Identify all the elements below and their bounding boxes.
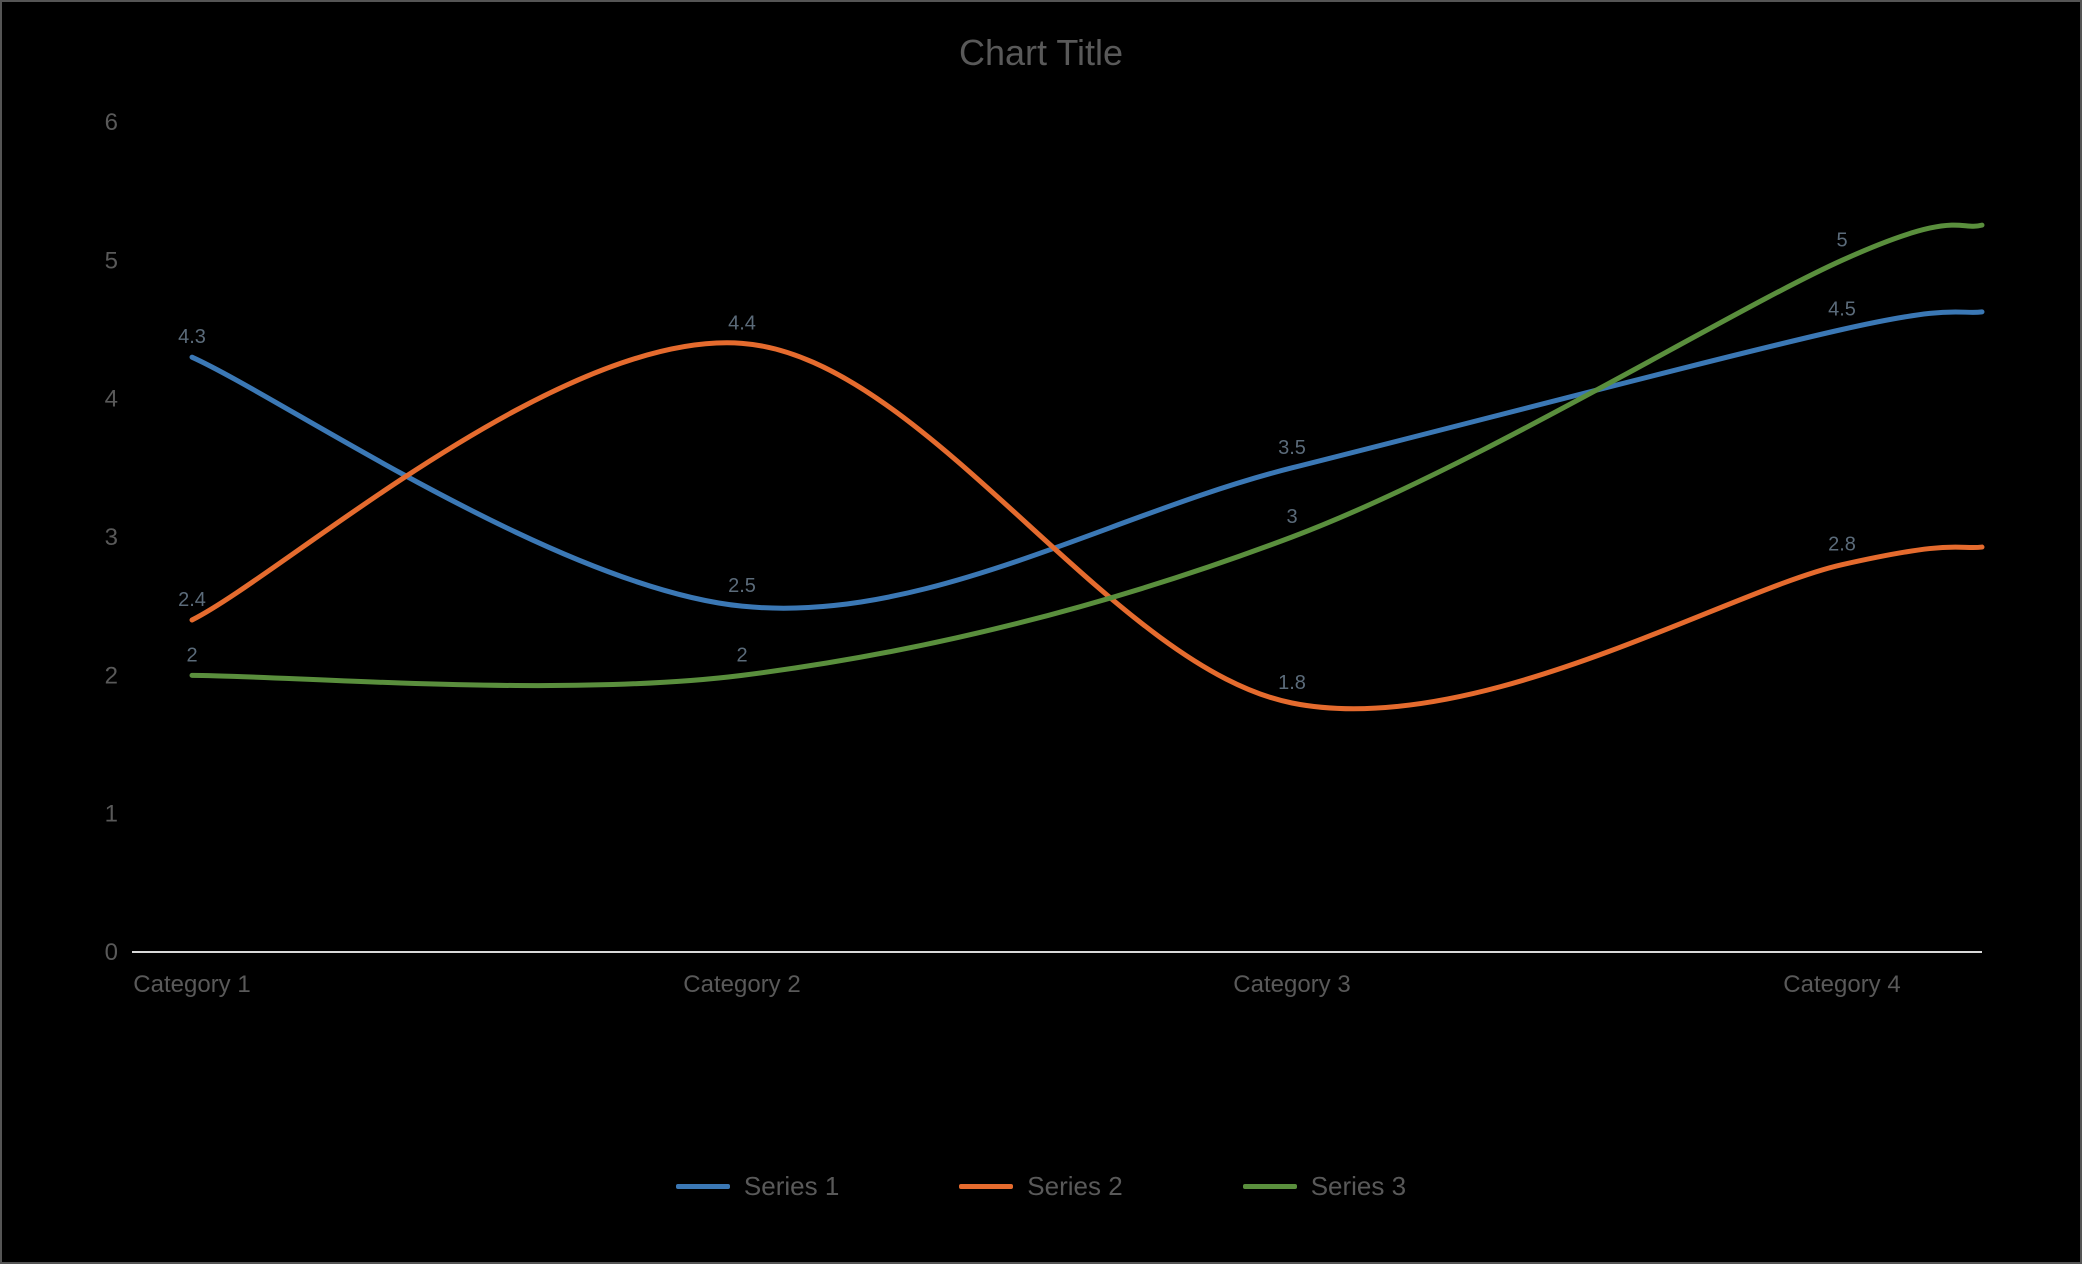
svg-text:2: 2 (105, 662, 118, 689)
svg-text:6: 6 (105, 112, 118, 136)
legend-swatch (959, 1184, 1013, 1189)
legend-item-2: Series 2 (959, 1171, 1122, 1202)
point-label: 2.4 (178, 589, 206, 611)
legend-item-3: Series 3 (1243, 1171, 1406, 1202)
series-line-1 (192, 312, 1982, 608)
legend-label: Series 2 (1027, 1171, 1122, 1202)
point-label: 5 (1836, 229, 1847, 251)
legend-swatch (676, 1184, 730, 1189)
svg-text:3: 3 (105, 524, 118, 551)
series-line-3 (192, 225, 1982, 686)
svg-text:Category 4: Category 4 (1783, 971, 1900, 998)
svg-text:1: 1 (105, 801, 118, 828)
chart-legend: Series 1 Series 2 Series 3 (2, 1171, 2080, 1202)
point-label: 2 (736, 644, 747, 666)
point-label: 2.5 (728, 575, 756, 597)
legend-label: Series 3 (1311, 1171, 1406, 1202)
legend-swatch (1243, 1184, 1297, 1189)
point-label: 3 (1286, 506, 1297, 528)
point-label: 2 (186, 644, 197, 666)
chart-frame: Chart Title 0 1 2 3 4 5 6 Category 1 Category 2 C… (0, 0, 2082, 1264)
series-line-2 (192, 343, 1982, 709)
svg-text:Category 3: Category 3 (1233, 971, 1350, 998)
point-label: 4.3 (178, 326, 206, 348)
svg-text:Category 2: Category 2 (683, 971, 800, 998)
svg-text:Category 1: Category 1 (133, 971, 250, 998)
point-label: 4.5 (1828, 299, 1856, 321)
svg-text:0: 0 (105, 939, 118, 966)
point-label: 2.8 (1828, 534, 1856, 556)
svg-text:4: 4 (105, 386, 118, 413)
svg-text:5: 5 (105, 247, 118, 274)
point-label: 3.5 (1278, 437, 1306, 459)
point-label: 4.4 (728, 312, 756, 334)
chart-plot: 0 1 2 3 4 5 6 Category 1 Category 2 Category 3 Cat… (82, 112, 2002, 1012)
legend-item-1: Series 1 (676, 1171, 839, 1202)
point-label: 1.8 (1278, 672, 1306, 694)
chart-title: Chart Title (2, 32, 2080, 74)
legend-label: Series 1 (744, 1171, 839, 1202)
